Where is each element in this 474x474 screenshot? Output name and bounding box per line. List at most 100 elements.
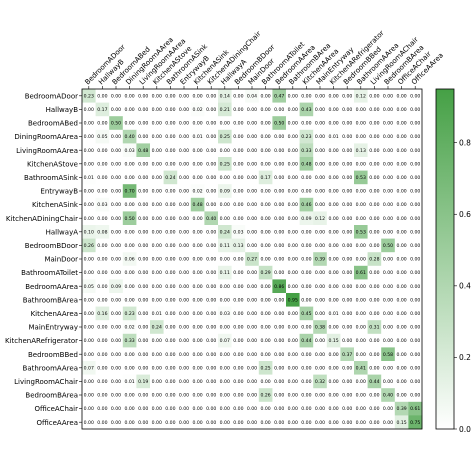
cell-value-label: 0.00 bbox=[179, 93, 189, 99]
cell-value-label: 0.00 bbox=[179, 175, 189, 181]
heatmap-cell bbox=[204, 361, 219, 375]
heatmap-cell bbox=[408, 252, 423, 267]
cell-value-label: 0.00 bbox=[97, 216, 107, 222]
heatmap-cell bbox=[340, 89, 355, 103]
cell-value-label: 0.00 bbox=[383, 148, 393, 154]
heatmap-cell bbox=[326, 170, 341, 185]
cell-value-label: 0.00 bbox=[233, 379, 243, 385]
heatmap-cell bbox=[381, 102, 396, 117]
heatmap-cell bbox=[218, 129, 232, 144]
heatmap-cell bbox=[204, 157, 219, 171]
cell-value-label: 0.00 bbox=[111, 393, 121, 399]
heatmap-cell bbox=[326, 252, 341, 267]
colorbar bbox=[435, 88, 455, 430]
cell-value-label: 0.00 bbox=[383, 297, 393, 303]
cell-value-label: 0.02 bbox=[124, 325, 134, 331]
heatmap-cell bbox=[367, 157, 382, 171]
heatmap-cell bbox=[299, 320, 314, 335]
heatmap-cell bbox=[231, 143, 246, 158]
heatmap-cell bbox=[95, 293, 110, 307]
heatmap-cell bbox=[218, 361, 232, 375]
cell-value-label: 0.00 bbox=[192, 243, 202, 249]
heatmap-cell bbox=[109, 252, 124, 267]
cell-value-label: 0.00 bbox=[138, 352, 148, 358]
heatmap-cell bbox=[258, 211, 273, 226]
cell-value-label: 0.00 bbox=[111, 161, 121, 167]
heatmap-cell bbox=[136, 116, 151, 131]
cell-value-label: 0.00 bbox=[342, 284, 352, 290]
cell-value-label: 0.00 bbox=[165, 325, 175, 331]
cell-value-label: 0.00 bbox=[165, 202, 175, 208]
cell-value-label: 0.00 bbox=[233, 325, 243, 331]
heatmap-cell bbox=[340, 225, 355, 239]
cell-value-label: 0.00 bbox=[301, 325, 311, 331]
cell-value-label: 0.00 bbox=[315, 311, 325, 317]
cell-value-label: 0.00 bbox=[301, 393, 311, 399]
cell-value-label: 0.00 bbox=[288, 379, 298, 385]
cell-value-label: 0.00 bbox=[206, 420, 216, 426]
cell-value-label: 0.00 bbox=[138, 338, 148, 344]
cell-value-label: 0.00 bbox=[220, 406, 230, 412]
cell-value-label: 0.00 bbox=[328, 93, 338, 99]
cell-value-label: 0.00 bbox=[315, 229, 325, 235]
heatmap-cell bbox=[150, 320, 164, 335]
cell-value-label: 0.00 bbox=[152, 284, 162, 290]
heatmap-cell bbox=[272, 320, 287, 335]
cell-value-label: 0.00 bbox=[97, 257, 107, 263]
cell-value-label: 0.00 bbox=[152, 393, 162, 399]
heatmap-cell bbox=[408, 116, 423, 131]
heatmap-cell bbox=[82, 143, 96, 158]
heatmap-cell bbox=[258, 279, 273, 294]
heatmap-cell bbox=[258, 116, 273, 131]
cell-value-label: 0.00 bbox=[274, 161, 284, 167]
heatmap-cell bbox=[245, 225, 260, 239]
heatmap-cell bbox=[82, 197, 96, 212]
heatmap-cell bbox=[340, 279, 355, 294]
heatmap-cell bbox=[354, 306, 368, 321]
cell-value-label: 0.00 bbox=[233, 284, 243, 290]
heatmap-cell bbox=[204, 89, 219, 103]
heatmap-cell bbox=[258, 347, 273, 362]
cell-value-label: 0.16 bbox=[97, 311, 107, 317]
heatmap-cell bbox=[340, 197, 355, 212]
cell-value-label: 0.00 bbox=[342, 189, 352, 195]
cell-value-label: 0.00 bbox=[260, 243, 270, 249]
cell-value-label: 0.11 bbox=[220, 270, 230, 276]
heatmap-cell bbox=[340, 102, 355, 117]
heatmap-cell bbox=[190, 306, 205, 321]
heatmap-cell bbox=[354, 225, 368, 239]
heatmap-cell bbox=[95, 225, 110, 239]
heatmap-cell bbox=[394, 333, 409, 348]
cell-value-label: 0.00 bbox=[124, 229, 134, 235]
heatmap-cell bbox=[299, 211, 314, 226]
heatmap-cell bbox=[109, 320, 124, 335]
heatmap-cell bbox=[204, 374, 219, 389]
cell-value-label: 0.17 bbox=[97, 107, 107, 113]
heatmap-cell bbox=[354, 333, 368, 348]
cell-value-label: 0.00 bbox=[233, 175, 243, 181]
heatmap-cell bbox=[95, 170, 110, 185]
heatmap-cell bbox=[136, 89, 151, 103]
heatmap-cell bbox=[150, 184, 164, 199]
cell-value-label: 0.00 bbox=[288, 257, 298, 263]
heatmap-cell bbox=[408, 293, 423, 307]
heatmap-cell bbox=[122, 388, 137, 403]
heatmap-cell bbox=[354, 361, 368, 375]
heatmap-cell bbox=[286, 225, 300, 239]
heatmap-cell bbox=[394, 116, 409, 131]
cell-value-label: 0.43 bbox=[301, 107, 311, 113]
cell-value-label: 0.45 bbox=[301, 311, 311, 317]
heatmap-cell bbox=[340, 374, 355, 389]
heatmap-cell bbox=[245, 143, 260, 158]
cell-value-label: 0.00 bbox=[111, 175, 121, 181]
cell-value-label: 0.00 bbox=[260, 379, 270, 385]
heatmap-cell bbox=[218, 102, 232, 117]
heatmap-cell bbox=[204, 197, 219, 212]
heatmap-cell bbox=[177, 293, 192, 307]
heatmap-cell bbox=[231, 320, 246, 335]
cell-value-label: 0.00 bbox=[124, 93, 134, 99]
heatmap-cell bbox=[272, 129, 287, 144]
cell-value-label: 0.00 bbox=[328, 257, 338, 263]
heatmap-cell bbox=[204, 102, 219, 117]
heatmap-cell bbox=[109, 89, 124, 103]
